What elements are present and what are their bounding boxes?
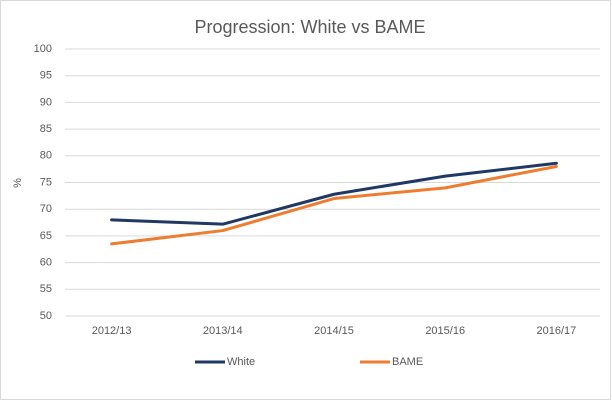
y-tick-label: 50 (40, 310, 52, 322)
y-tick-label: 100 (34, 43, 52, 55)
y-tick-label: 90 (40, 96, 52, 108)
legend-label: White (227, 356, 255, 368)
x-tick-label: 2015/16 (425, 325, 465, 337)
y-tick-label: 95 (40, 70, 52, 82)
x-tick-label: 2014/15 (314, 325, 354, 337)
x-tick-label: 2012/13 (92, 325, 132, 337)
y-tick-label: 55 (40, 283, 52, 295)
y-tick-label: 75 (40, 176, 52, 188)
x-tick-label: 2016/17 (537, 325, 577, 337)
y-tick-label: 85 (40, 123, 52, 135)
chart-title: Progression: White vs BAME (194, 17, 425, 37)
y-tick-label: 80 (40, 150, 52, 162)
y-tick-label: 70 (40, 203, 52, 215)
y-axis-label: % (12, 178, 24, 188)
x-tick-label: 2013/14 (203, 325, 243, 337)
line-series (110, 164, 558, 246)
legend-label: BAME (392, 356, 423, 368)
line-series (110, 161, 558, 226)
y-tick-label: 65 (40, 230, 52, 242)
y-tick-label: 60 (40, 257, 52, 269)
